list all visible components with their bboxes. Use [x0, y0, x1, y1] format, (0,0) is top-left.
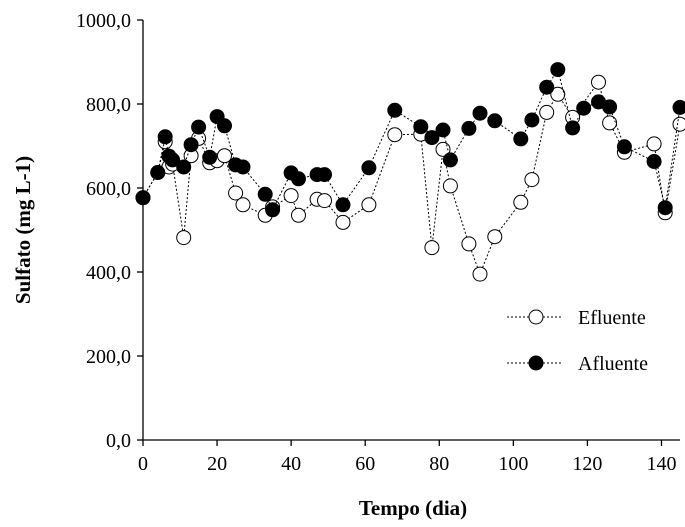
data-point-efluente — [176, 230, 192, 246]
legend-item-afluente: Afluente — [507, 353, 648, 375]
data-point-afluente — [191, 119, 207, 135]
data-point-afluente — [565, 120, 581, 136]
data-point-afluente — [317, 167, 332, 183]
data-point-afluente — [413, 119, 429, 135]
data-point-efluente — [487, 229, 503, 245]
data-point-efluente — [424, 240, 440, 256]
data-point-afluente — [291, 171, 306, 187]
data-point-afluente — [335, 197, 351, 213]
data-point-afluente — [487, 113, 503, 129]
x-tick-label: 120 — [572, 453, 602, 475]
data-point-efluente — [291, 207, 306, 223]
data-point-afluente — [183, 137, 199, 153]
data-point-afluente — [157, 129, 173, 145]
y-tick-label: 1000,0 — [76, 10, 131, 32]
data-point-efluente — [335, 214, 351, 230]
data-point-afluente — [513, 131, 529, 147]
data-point-efluente — [228, 185, 244, 201]
data-point-afluente — [576, 100, 592, 116]
data-point-efluente — [217, 148, 232, 164]
data-point-efluente — [591, 74, 606, 90]
data-point-efluente — [646, 136, 662, 152]
legend: Efluente Afluente — [507, 307, 648, 375]
y-tick-label: 800,0 — [86, 94, 131, 116]
data-point-efluente — [513, 194, 529, 210]
y-tick-label: 0,0 — [106, 430, 131, 452]
data-point-afluente — [435, 122, 451, 138]
legend-label-afluente: Afluente — [578, 353, 648, 375]
data-point-efluente — [550, 86, 566, 102]
series-line-afluente — [142, 68, 681, 211]
x-tick-label: 0 — [138, 453, 148, 475]
data-point-afluente — [165, 152, 181, 168]
data-point-afluente — [257, 186, 273, 202]
data-point-afluente — [550, 62, 566, 78]
data-point-afluente — [150, 165, 166, 180]
data-point-afluente — [646, 154, 662, 169]
y-axis-title: Sulfato (mg L-1) — [11, 156, 35, 304]
data-point-efluente — [283, 188, 299, 204]
data-point-afluente — [176, 159, 192, 175]
data-point-efluente — [539, 104, 555, 120]
data-point-efluente — [442, 178, 458, 194]
legend-label-efluente: Efluente — [578, 307, 646, 329]
data-point-efluente — [387, 127, 403, 143]
x-tick-label: 20 — [207, 453, 227, 475]
data-point-afluente — [217, 118, 232, 134]
data-point-efluente — [602, 115, 618, 131]
series-afluente — [135, 62, 685, 218]
data-point-afluente — [539, 79, 555, 95]
data-point-efluente — [235, 197, 251, 213]
data-point-efluente — [317, 193, 332, 209]
series-line-efluente — [142, 81, 681, 276]
data-point-afluente — [135, 190, 151, 206]
data-point-afluente — [602, 99, 618, 115]
y-tick-label: 200,0 — [86, 346, 131, 368]
x-axis-title: Tempo (dia) — [359, 496, 467, 520]
data-point-afluente — [472, 105, 488, 121]
data-point-efluente — [361, 197, 377, 213]
data-point-afluente — [461, 120, 477, 136]
x-tick-label: 100 — [498, 453, 528, 475]
y-tick-label: 400,0 — [86, 262, 131, 284]
legend-marker-efluente — [528, 309, 544, 325]
data-point-afluente — [235, 159, 251, 175]
data-point-afluente — [424, 130, 440, 146]
data-point-afluente — [442, 152, 458, 168]
data-point-efluente — [524, 172, 540, 188]
series-layer — [135, 62, 685, 282]
axes — [142, 20, 680, 441]
x-tick-label: 40 — [281, 453, 301, 475]
data-point-afluente — [524, 112, 540, 128]
data-point-afluente — [616, 139, 632, 155]
x-tick-label: 60 — [355, 453, 375, 475]
data-point-afluente — [387, 102, 403, 118]
data-point-afluente — [657, 200, 673, 216]
y-tick-label: 600,0 — [86, 178, 131, 200]
data-point-afluente — [672, 99, 685, 115]
legend-marker-afluente — [528, 355, 544, 371]
x-tick-label: 140 — [646, 453, 676, 475]
x-tick-label: 80 — [429, 453, 449, 475]
x-ticks: 0 20 40 60 80 100 120 140 — [138, 440, 676, 475]
data-point-afluente — [361, 160, 377, 176]
data-point-efluente — [461, 236, 477, 252]
data-point-efluente — [672, 116, 685, 132]
y-ticks: 0,0 200,0 400,0 600,0 800,0 1000,0 — [76, 10, 143, 452]
data-point-efluente — [472, 266, 488, 282]
legend-item-efluente: Efluente — [507, 307, 646, 329]
data-point-afluente — [265, 202, 281, 218]
data-point-afluente — [202, 149, 218, 165]
